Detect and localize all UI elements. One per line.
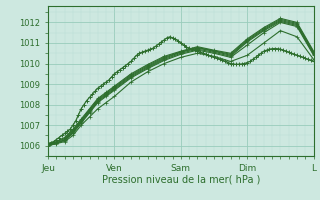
X-axis label: Pression niveau de la mer( hPa ): Pression niveau de la mer( hPa ) — [102, 174, 260, 184]
